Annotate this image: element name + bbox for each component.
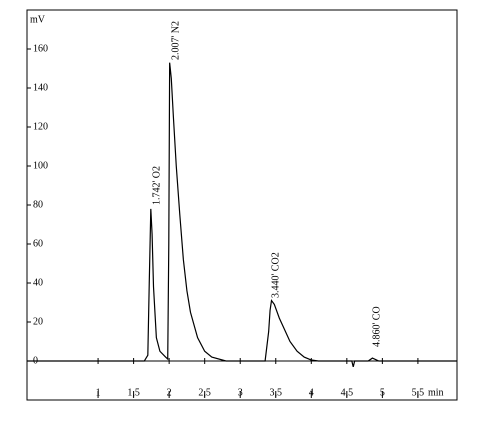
x-tick-label: 5,5 xyxy=(412,387,425,398)
x-tick-label: 4 xyxy=(309,387,314,398)
y-tick-label: 60 xyxy=(33,238,43,249)
x-tick-label: 2 xyxy=(167,387,172,398)
x-tick-label: 5 xyxy=(380,387,385,398)
y-tick-label: 40 xyxy=(33,277,43,288)
y-tick-label: 160 xyxy=(33,43,48,54)
peak-annotation: 2.007' N2 xyxy=(170,21,181,60)
y-tick-label: 20 xyxy=(33,316,43,327)
y-tick-label: 80 xyxy=(33,199,43,210)
x-tick-label: 2,5 xyxy=(198,387,211,398)
plot-frame xyxy=(26,9,458,401)
trace-line xyxy=(27,62,457,367)
x-tick-label: 3,5 xyxy=(270,387,283,398)
x-tick-label: 3 xyxy=(238,387,243,398)
x-tick-label: 1,5 xyxy=(127,387,140,398)
y-tick-label: 140 xyxy=(33,82,48,93)
peak-annotation: 3.440' CO2 xyxy=(270,252,281,298)
peak-annotation: 1.742' O2 xyxy=(151,166,162,205)
peak-annotation: 4.860' CO xyxy=(371,306,382,347)
y-tick-label: 100 xyxy=(33,160,48,171)
x-tick-label: 1 xyxy=(96,387,101,398)
x-tick-label: 4,5 xyxy=(341,387,354,398)
x-axis-label: min xyxy=(428,387,444,398)
y-tick-label: 120 xyxy=(33,121,48,132)
y-axis-label: mV xyxy=(30,14,46,25)
